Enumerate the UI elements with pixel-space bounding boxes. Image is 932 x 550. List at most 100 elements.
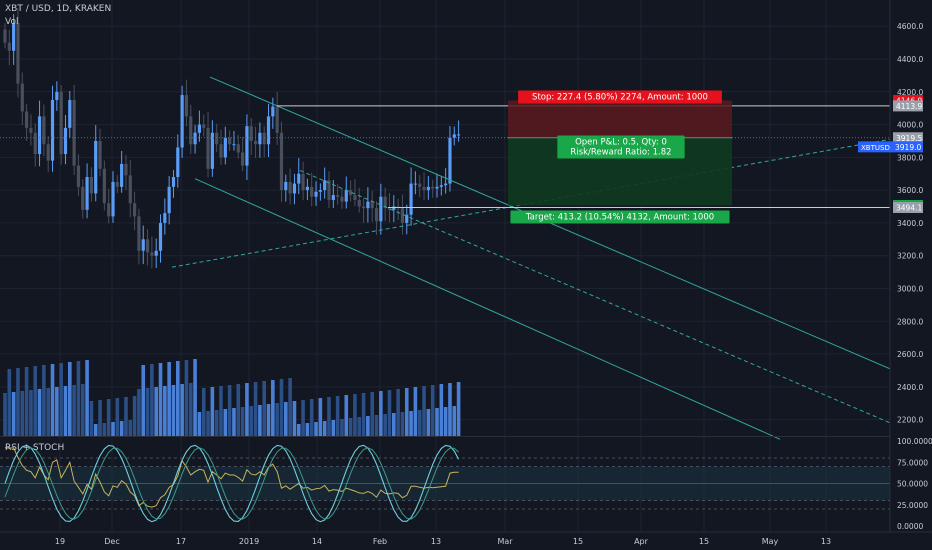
volume-bar [353,394,357,436]
candle-body [68,99,72,128]
candle-body [374,208,379,222]
candle-body [439,185,443,187]
volume-bar [379,391,383,436]
volume-bar [314,422,318,436]
volume-bar [331,420,336,436]
candle-body [12,22,16,51]
candle-body [115,181,119,187]
volume-bar [340,419,344,436]
volume-bar [93,424,98,436]
candle-body [288,181,292,194]
candle-body [184,95,189,117]
volume-bar [439,384,444,436]
volume-bar [29,390,33,436]
volume-bar [171,385,176,436]
volume-bar [404,388,409,436]
volume-bar [249,406,254,436]
candle-body [258,132,262,145]
time-tick-label: Dec [104,537,119,546]
symbol-tag-symbol: XBTUSD [861,144,890,152]
volume-bar [158,363,163,436]
candle-body [81,186,85,210]
candles [3,8,461,269]
volume-bar [80,384,85,436]
volume-bar [318,398,323,436]
pnl-label-text: Open P&L: 0.5, Qty: 0 [575,138,667,148]
volume-bar [366,416,370,436]
candle-body [228,137,232,145]
candle-body [171,177,176,187]
volume-bar [392,413,396,436]
candle-body [219,144,223,158]
volume-bar [137,389,141,436]
volume-bar [72,385,76,436]
rsi-line [4,447,459,508]
volume-bar [266,404,271,436]
volume-bar [357,417,362,436]
time-tick-label: Feb [373,537,387,546]
candle-body [323,180,327,191]
price-tick-label: 3000.0 [897,284,923,293]
volume-bar [98,400,102,436]
volume-bar [206,411,210,436]
candle-body [158,222,163,251]
volume-bar [279,379,284,436]
candle-body [215,132,219,145]
candle-body [370,201,374,209]
price-tag-text: 3919.5 [896,134,922,143]
volume-bar [145,388,150,436]
time-tick-label: 2019 [239,537,259,546]
candle-body [361,206,366,209]
price-axis: 4600.0 4400.0 4200.0 4000.0 3800.0 3600.0 3400… [858,0,932,550]
candle-body [145,239,150,253]
indicator-tick-label: 100.0000 [897,437,932,446]
volume-bar [409,411,413,436]
candle-body [426,186,430,191]
volume-bar [305,423,310,436]
volume-bar [240,407,245,436]
price-tag-bg [893,201,923,213]
candle-body [297,173,301,184]
volume-bar [150,364,154,436]
candle-body [405,214,409,223]
candle-body [318,190,322,192]
price-tick-label: 2600.0 [897,350,923,359]
volume-bar [167,362,171,436]
time-tick-label: 13 [821,537,831,546]
volume-bar [396,389,400,436]
indicator-panel [0,436,932,523]
candle-body [50,99,55,161]
volume-bar [33,366,38,436]
indicator-tick-label: 75.0000 [897,458,928,467]
volume-bar [258,405,262,436]
candle-body [29,127,33,133]
stop-zone [508,100,732,138]
candle-body [37,116,42,155]
pnl-label-text: Risk/Reward Ratio: 1.82 [570,148,671,158]
candle-body [167,186,171,214]
candle-body [336,195,340,197]
channel-mid-dashed [299,170,891,424]
candle-body [292,183,297,194]
indicator-tick-label: 50.0000 [897,480,928,489]
volume-bar [115,398,120,436]
candle-body [133,203,137,217]
volume-bar [361,393,366,436]
volume-bars [3,359,461,436]
volume-bar [141,365,146,436]
candle-body [7,42,11,51]
candle-body [89,177,93,194]
time-tick-label: 14 [312,537,322,546]
volume-bar [232,408,236,436]
candle-body [197,124,201,133]
price-tick-label: 3400.0 [897,219,923,228]
candle-body [55,91,59,100]
volume-bar [188,383,193,436]
volume-bar [55,387,59,436]
stop-label-text: Stop: 227.4 (5.80%) 2274, Amount: 1000 [532,93,708,103]
volume-bar [236,384,241,436]
candle-body [76,165,81,187]
volume-bar [262,381,266,436]
volume-bar [322,421,327,436]
